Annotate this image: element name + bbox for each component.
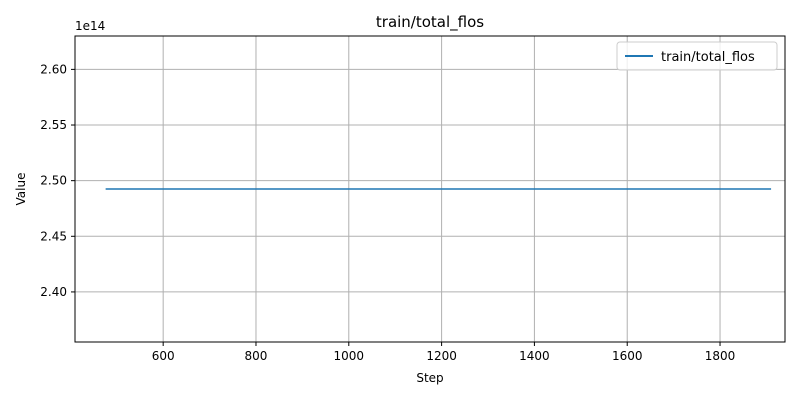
x-tick-label: 1400 <box>519 349 550 363</box>
y-tick-label: 2.60 <box>40 62 67 76</box>
y-tick-label: 2.50 <box>40 174 67 188</box>
plot-frame <box>74 35 786 343</box>
legend-box <box>616 41 778 71</box>
x-axis-label: Step <box>416 371 443 385</box>
x-tick-label: 600 <box>152 349 175 363</box>
y-tick-label: 2.45 <box>40 229 67 243</box>
x-tick-label: 1600 <box>612 349 643 363</box>
legend-label: train/total_flos <box>661 50 755 65</box>
y-axis-label: Value <box>14 173 28 206</box>
x-tick-label: 1800 <box>705 349 736 363</box>
legend: train/total_flos <box>616 41 778 71</box>
chart-title: train/total_flos <box>376 13 484 32</box>
x-tick-label: 1200 <box>426 349 457 363</box>
x-tick-label: 1000 <box>334 349 365 363</box>
y-tick-label: 2.40 <box>40 285 67 299</box>
y-tick-label: 2.55 <box>40 118 67 132</box>
x-tick-label: 800 <box>245 349 268 363</box>
y-offset-label: 1e14 <box>75 19 105 33</box>
ticks: 600 800 1000 1200 1400 1600 1800 2.40 2.45 2.50 2.… <box>40 62 735 363</box>
